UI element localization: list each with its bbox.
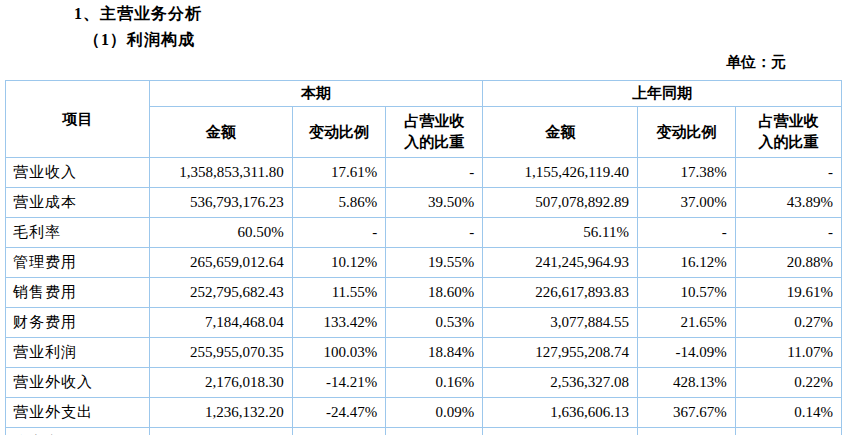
col-header-share-current: 占营业收 入的比重 bbox=[386, 107, 483, 158]
row-value: -14.09% bbox=[637, 338, 735, 368]
row-value: 21.65% bbox=[637, 308, 735, 338]
table-row: 营业外收入2,176,018.30-14.21%0.16%2,536,327.0… bbox=[6, 368, 842, 398]
row-value: 37.00% bbox=[637, 188, 735, 218]
row-value: 15.61% bbox=[386, 428, 483, 435]
row-label: 财务费用 bbox=[6, 308, 150, 338]
row-value: 3,077,884.55 bbox=[483, 308, 638, 338]
row-value: 252,795,682.43 bbox=[149, 278, 292, 308]
row-label: 销售费用 bbox=[6, 278, 150, 308]
table-row: 营业利润255,955,070.35100.03%18.84%127,955,2… bbox=[6, 338, 842, 368]
table-row: 毛利率60.50%--56.11%-- bbox=[6, 218, 842, 248]
table-row: 管理费用265,659,012.6410.12%19.55%241,245,96… bbox=[6, 248, 842, 278]
row-value: 10.12% bbox=[292, 248, 386, 278]
col-header-change-current: 变动比例 bbox=[292, 107, 386, 158]
row-value: 0.16% bbox=[386, 368, 483, 398]
row-value: 0.27% bbox=[735, 308, 841, 338]
row-value: 16.12% bbox=[637, 248, 735, 278]
row-value: 2,536,327.08 bbox=[483, 368, 638, 398]
row-value: 56.11% bbox=[483, 218, 638, 248]
row-value: 507,078,892.89 bbox=[483, 188, 638, 218]
row-value: 60.50% bbox=[149, 218, 292, 248]
row-value: 0.53% bbox=[386, 308, 483, 338]
row-value: -24.47% bbox=[292, 398, 386, 428]
profit-composition-table: 项目 本期 上年同期 金额 变动比例 占营业收 入的比重 金额 变动比例 占营业… bbox=[5, 80, 842, 435]
row-value: -12.64% bbox=[637, 428, 735, 435]
row-label: 营业外支出 bbox=[6, 398, 150, 428]
row-value: 1,236,132.20 bbox=[149, 398, 292, 428]
row-label: 营业利润 bbox=[6, 338, 150, 368]
row-value: 17.61% bbox=[292, 158, 386, 188]
row-value: 1,155,426,119.40 bbox=[483, 158, 638, 188]
row-value: 1,358,853,311.80 bbox=[149, 158, 292, 188]
row-value: 101.83% bbox=[292, 428, 386, 435]
row-value: -14.21% bbox=[292, 368, 386, 398]
subsection-heading: （1）利润构成 bbox=[84, 30, 844, 50]
row-label: 营业外收入 bbox=[6, 368, 150, 398]
row-value: - bbox=[386, 158, 483, 188]
table-row: 营业成本536,793,176.235.86%39.50%507,078,892… bbox=[6, 188, 842, 218]
table-row: 营业外支出1,236,132.20-24.47%0.09%1,636,606.1… bbox=[6, 398, 842, 428]
row-value: 39.50% bbox=[386, 188, 483, 218]
col-header-change-prior: 变动比例 bbox=[637, 107, 735, 158]
row-value: - bbox=[292, 218, 386, 248]
row-value: 0.22% bbox=[735, 368, 841, 398]
row-value: 133.42% bbox=[292, 308, 386, 338]
row-value: 7,184,468.04 bbox=[149, 308, 292, 338]
row-label: 管理费用 bbox=[6, 248, 150, 278]
row-value: 226,617,893.83 bbox=[483, 278, 638, 308]
row-value: - bbox=[735, 158, 841, 188]
row-value: 19.55% bbox=[386, 248, 483, 278]
row-value: 1,636,606.13 bbox=[483, 398, 638, 428]
table-row: 销售费用252,795,682.4311.55%18.60%226,617,89… bbox=[6, 278, 842, 308]
row-value: 212,128,607.97 bbox=[149, 428, 292, 435]
col-header-amount-current: 金额 bbox=[149, 107, 292, 158]
row-value: 20.88% bbox=[735, 248, 841, 278]
row-value: 43.89% bbox=[735, 188, 841, 218]
row-value: 18.84% bbox=[386, 338, 483, 368]
row-value: 11.07% bbox=[735, 338, 841, 368]
row-value: 19.61% bbox=[735, 278, 841, 308]
row-value: 0.14% bbox=[735, 398, 841, 428]
col-header-amount-prior: 金额 bbox=[483, 107, 638, 158]
row-value: 428.13% bbox=[637, 368, 735, 398]
table-body: 营业收入1,358,853,311.8017.61%-1,155,426,119… bbox=[6, 158, 842, 435]
row-value: 105,100,692.89 bbox=[483, 428, 638, 435]
row-label: 净利润 bbox=[6, 428, 150, 435]
row-value: 241,245,964.93 bbox=[483, 248, 638, 278]
row-value: 127,955,208.74 bbox=[483, 338, 638, 368]
col-header-item: 项目 bbox=[6, 81, 150, 158]
row-value: 5.86% bbox=[292, 188, 386, 218]
row-value: 0.09% bbox=[386, 398, 483, 428]
row-value: 255,955,070.35 bbox=[149, 338, 292, 368]
row-label: 营业成本 bbox=[6, 188, 150, 218]
row-label: 营业收入 bbox=[6, 158, 150, 188]
row-value: - bbox=[386, 218, 483, 248]
row-value: 2,176,018.30 bbox=[149, 368, 292, 398]
row-value: 18.60% bbox=[386, 278, 483, 308]
row-label: 毛利率 bbox=[6, 218, 150, 248]
row-value: - bbox=[637, 218, 735, 248]
col-group-prior-period: 上年同期 bbox=[483, 81, 842, 107]
row-value: 536,793,176.23 bbox=[149, 188, 292, 218]
unit-label: 单位：元 bbox=[0, 53, 786, 71]
col-header-share-prior: 占营业收 入的比重 bbox=[735, 107, 841, 158]
row-value: - bbox=[735, 218, 841, 248]
col-group-current-period: 本期 bbox=[149, 81, 483, 107]
row-value: 9.10% bbox=[735, 428, 841, 435]
row-value: 10.57% bbox=[637, 278, 735, 308]
table-row: 财务费用7,184,468.04133.42%0.53%3,077,884.55… bbox=[6, 308, 842, 338]
table-row: 净利润212,128,607.97101.83%15.61%105,100,69… bbox=[6, 428, 842, 435]
row-value: 367.67% bbox=[637, 398, 735, 428]
table-row: 营业收入1,358,853,311.8017.61%-1,155,426,119… bbox=[6, 158, 842, 188]
section-heading: 1、主营业务分析 bbox=[74, 4, 844, 24]
header-group-row: 项目 本期 上年同期 bbox=[6, 81, 842, 107]
row-value: 11.55% bbox=[292, 278, 386, 308]
row-value: 265,659,012.64 bbox=[149, 248, 292, 278]
row-value: 17.38% bbox=[637, 158, 735, 188]
row-value: 100.03% bbox=[292, 338, 386, 368]
